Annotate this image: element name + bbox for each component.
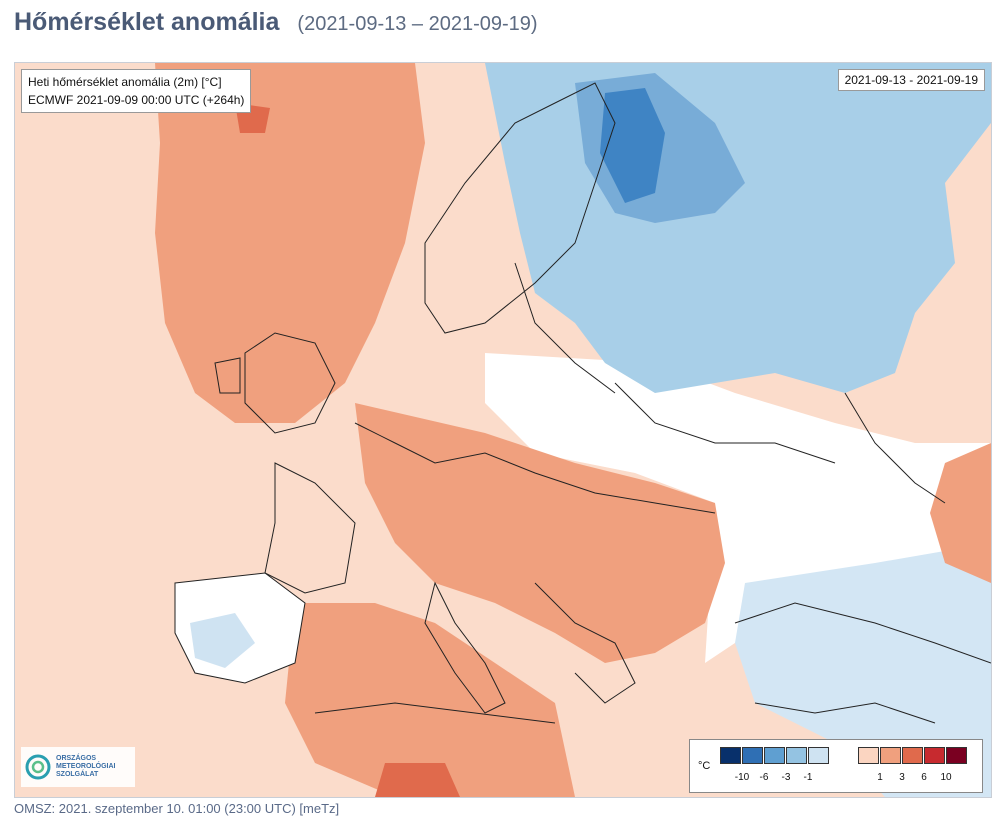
legend-tick-warm: 1: [877, 772, 883, 783]
date-range: (2021-09-13 – 2021-09-19): [297, 13, 538, 35]
legend-tick-cold: -1: [803, 772, 813, 783]
legend-swatch-warm: [902, 747, 923, 764]
legend-unit: °C: [698, 760, 711, 772]
anomaly-field-warm-east: [930, 443, 991, 583]
legend-swatch-warm: [880, 747, 901, 764]
map-date-box: 2021-09-13 - 2021-09-19: [837, 69, 985, 91]
anomaly-field-warm-atlantic: [155, 63, 425, 423]
page-title: Hőmérséklet anomália: [14, 8, 280, 36]
map-graphic: [15, 63, 991, 797]
anomaly-field-warm-south: [285, 603, 575, 797]
logo-line-3: SZOLGÁLAT: [56, 771, 99, 778]
logo-line-2: METEOROLÓGIAI: [56, 763, 116, 770]
anomaly-field-strong-warm-south: [375, 763, 460, 797]
anomaly-field-cold-strong: [600, 88, 665, 203]
legend-tick-warm: 10: [940, 772, 952, 783]
logo-line-1: ORSZÁGOS: [56, 755, 97, 762]
anomaly-field-warm-central: [355, 403, 725, 663]
color-legend: °C -10 -6 -3 -1 1 3 6 10: [689, 739, 983, 793]
logo-swirl-icon: [25, 754, 51, 780]
anomaly-map: Heti hőmérséklet anomália (2m) [°C] ECMW…: [14, 62, 992, 798]
legend-tick-cold: -3: [781, 772, 791, 783]
legend-swatch-cold: [742, 747, 763, 764]
omsz-logo: ORSZÁGOS METEOROLÓGIAI SZOLGÁLAT: [21, 747, 135, 787]
legend-swatch-cold: [720, 747, 741, 764]
info-line-1: Heti hőmérséklet anomália (2m) [°C]: [28, 75, 222, 89]
legend-tick-warm: 3: [899, 772, 905, 783]
legend-swatch-warm: [858, 747, 879, 764]
legend-tick-warm: 6: [921, 772, 927, 783]
anomaly-field-weak-cold-east: [735, 543, 991, 797]
legend-swatch-cold: [786, 747, 807, 764]
legend-swatch-warm: [924, 747, 945, 764]
map-borders: [174, 82, 991, 724]
legend-tick-cold: -6: [759, 772, 769, 783]
legend-swatch-cold: [808, 747, 829, 764]
anomaly-field-weak-cold-iberia: [190, 613, 255, 668]
footer-credit: OMSZ: 2021. szeptember 10. 01:00 (23:00 …: [14, 801, 340, 816]
map-info-box: Heti hőmérséklet anomália (2m) [°C] ECMW…: [21, 69, 252, 113]
legend-swatch-warm: [946, 747, 967, 764]
info-line-2: ECMWF 2021-09-09 00:00 UTC (+264h): [28, 93, 245, 107]
header: Hőmérséklet anomália (2021-09-13 – 2021-…: [14, 8, 538, 48]
logo-text: ORSZÁGOS METEOROLÓGIAI SZOLGÁLAT: [56, 755, 116, 779]
legend-swatch-cold: [764, 747, 785, 764]
legend-tick-cold: -10: [734, 772, 750, 783]
